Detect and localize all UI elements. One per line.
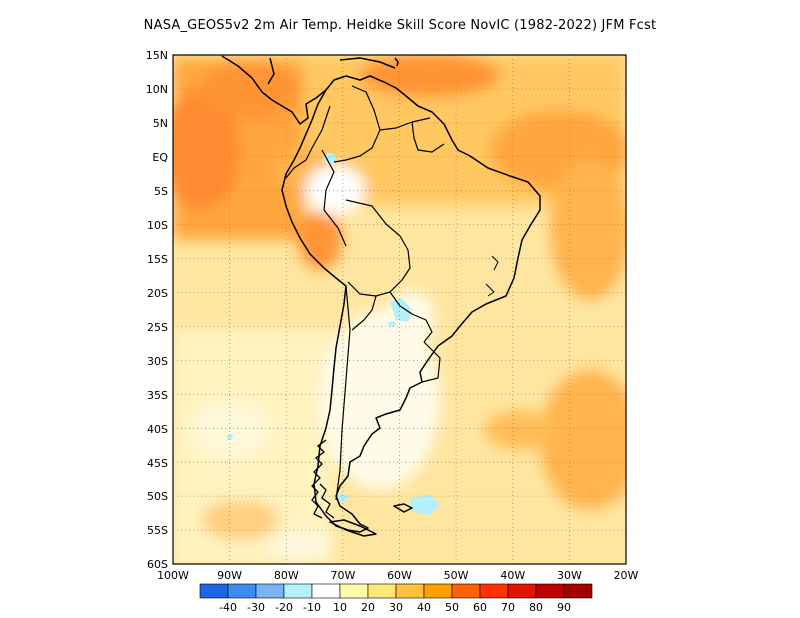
- colorbar-label: 50: [445, 601, 459, 614]
- colorbar-label: 20: [361, 601, 375, 614]
- lat-tick-label: 40S: [147, 423, 168, 436]
- lon-tick-label: 80W: [274, 569, 299, 582]
- lat-tick-label: 5N: [153, 117, 168, 130]
- lat-tick-label: 15S: [147, 253, 168, 266]
- lat-tick-label: 5S: [154, 185, 168, 198]
- lat-tick-label: 10S: [147, 219, 168, 232]
- lat-tick-label: 25S: [147, 321, 168, 334]
- colorbar-swatch: [283, 583, 313, 599]
- lon-tick-label: 90W: [217, 569, 242, 582]
- lon-tick-label: 70W: [330, 569, 355, 582]
- colorbar-swatch: [227, 583, 257, 599]
- colorbar-label: 30: [389, 601, 403, 614]
- lon-tick-label: 30W: [557, 569, 582, 582]
- map-title: NASA_GEOS5v2 2m Air Temp. Heidke Skill S…: [143, 18, 657, 33]
- colorbar-label: -40: [219, 601, 237, 614]
- lon-tick-label: 40W: [500, 569, 525, 582]
- lon-axis: 100W 90W 80W 70W 60W 50W 40W 30W 20W: [157, 569, 638, 582]
- colorbar-swatch: [367, 583, 397, 599]
- lat-tick-label: EQ: [152, 151, 168, 164]
- lat-tick-label: 20S: [147, 287, 168, 300]
- colorbar-swatch: [507, 583, 537, 599]
- colorbar-swatch: [395, 583, 425, 599]
- lat-tick-label: 35S: [147, 389, 168, 402]
- fjord-coast: [311, 439, 335, 519]
- colorbar-label: -30: [247, 601, 265, 614]
- colorbar-swatch: [339, 583, 369, 599]
- lat-tick-label: 55S: [147, 524, 168, 537]
- colorbar-swatch: [563, 583, 593, 599]
- colorbar-label: -10: [303, 601, 321, 614]
- lat-axis: 15N 10N 5N EQ 5S 10S 15S 20S 25S 30S 35S…: [146, 49, 169, 571]
- colorbar-swatch: [479, 583, 509, 599]
- colorbar-label: 10: [333, 601, 347, 614]
- lon-tick-label: 50W: [444, 569, 469, 582]
- lat-tick-label: 15N: [146, 49, 168, 62]
- coastlines: [221, 55, 541, 537]
- colorbar-label: 40: [417, 601, 431, 614]
- colorbar-labels: -40 -30 -20 -10 10 20 30 40 50 60 70 80 …: [219, 601, 571, 614]
- colorbar-label: 70: [501, 601, 515, 614]
- lat-tick-label: 45S: [147, 457, 168, 470]
- lat-tick-label: 50S: [147, 490, 168, 503]
- colorbar-label: -20: [275, 601, 293, 614]
- plot-frame: [172, 54, 627, 565]
- lon-tick-label: 100W: [157, 569, 189, 582]
- colorbar-swatch: [423, 583, 453, 599]
- lon-tick-label: 20W: [614, 569, 639, 582]
- colorbar-swatch: [199, 583, 229, 599]
- lat-tick-label: 30S: [147, 355, 168, 368]
- colorbar-label: 80: [529, 601, 543, 614]
- colorbar-swatch: [311, 583, 341, 599]
- colorbar: [199, 583, 593, 599]
- graticule: [173, 55, 626, 564]
- colorbar-swatch: [255, 583, 285, 599]
- lat-tick-label: 60S: [147, 558, 168, 571]
- lat-tick-label: 10N: [146, 83, 168, 96]
- lon-tick-label: 60W: [387, 569, 412, 582]
- colorbar-label: 60: [473, 601, 487, 614]
- colorbar-swatch: [451, 583, 481, 599]
- skill-field: [173, 55, 626, 564]
- colorbar-label: 90: [557, 601, 571, 614]
- colorbar-swatch: [535, 583, 565, 599]
